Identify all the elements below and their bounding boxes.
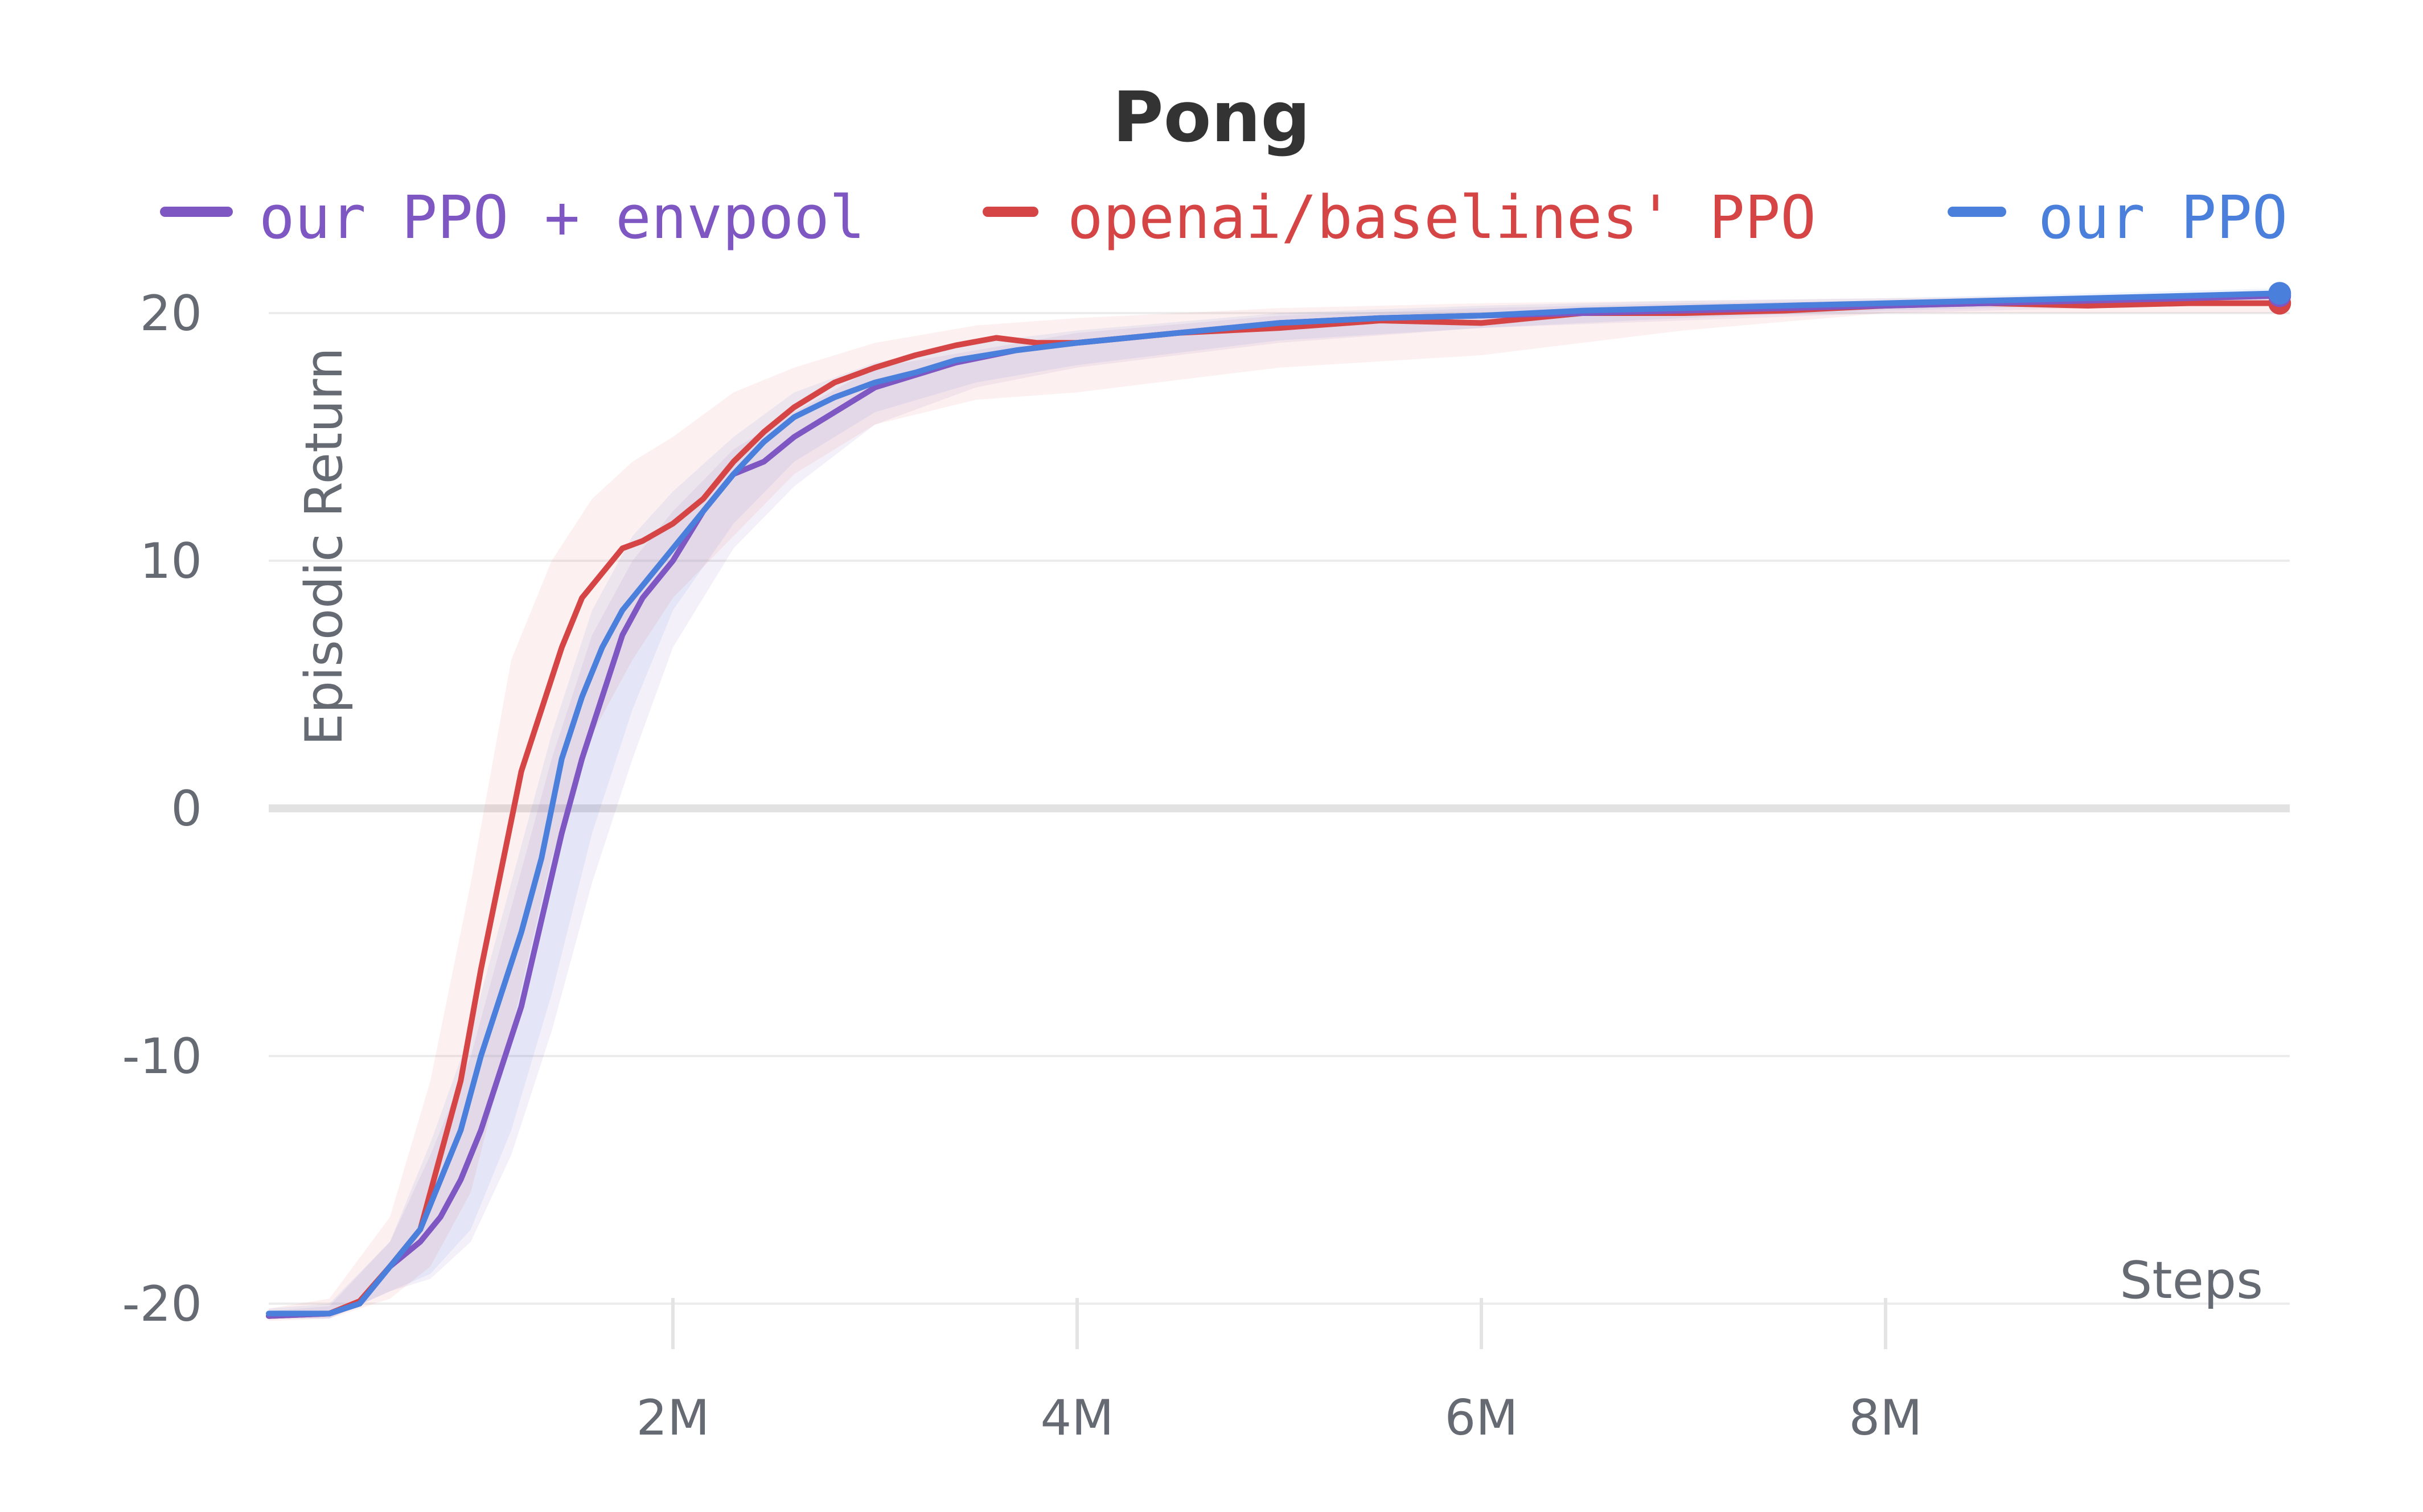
y-tick-label--10: -10 [122,1028,202,1085]
y-axis-label: Episodic Return [294,347,354,746]
series-lines [266,282,2291,1319]
legend-label-openai-baselines-ppo: openai/baselines' PPO [1067,183,1816,252]
chart-title: Pong [1112,77,1310,158]
line-our-ppo[interactable] [266,290,2283,1317]
band-our-ppo [269,288,2280,1319]
y-tick-label-10: 10 [140,533,202,590]
legend-item-openai-baselines-ppo[interactable]: openai/baselines' PPO [983,183,1816,252]
confidence-bands [269,288,2280,1321]
end-point-our-ppo [2268,282,2291,305]
legend: our PPO + envpool openai/baselines' PPO … [160,183,2288,252]
y-tick-label-0: 0 [171,780,202,837]
y-tick-label-20: 20 [140,285,202,342]
x-tick-labels: 2M 4M 6M 8M [636,1390,1923,1447]
x-tick-label-4M: 4M [1041,1390,1114,1447]
x-tick-label-2M: 2M [636,1390,710,1447]
legend-item-our-ppo[interactable]: our PPO [1948,183,2288,252]
x-axis-label: Steps [2120,1251,2263,1310]
grid-lines [269,312,2290,1349]
legend-label-our-ppo-envpool: our PPO + envpool [259,183,865,252]
x-tick-label-6M: 6M [1445,1390,1518,1447]
y-tick-labels: -20 -10 0 10 20 [122,285,202,1333]
legend-item-our-ppo-envpool[interactable]: our PPO + envpool [160,183,865,252]
y-tick-label--20: -20 [122,1276,202,1333]
legend-label-our-ppo: our PPO [2038,183,2288,252]
x-tick-label-8M: 8M [1849,1390,1923,1447]
band-our-ppo-envpool [269,290,2280,1319]
